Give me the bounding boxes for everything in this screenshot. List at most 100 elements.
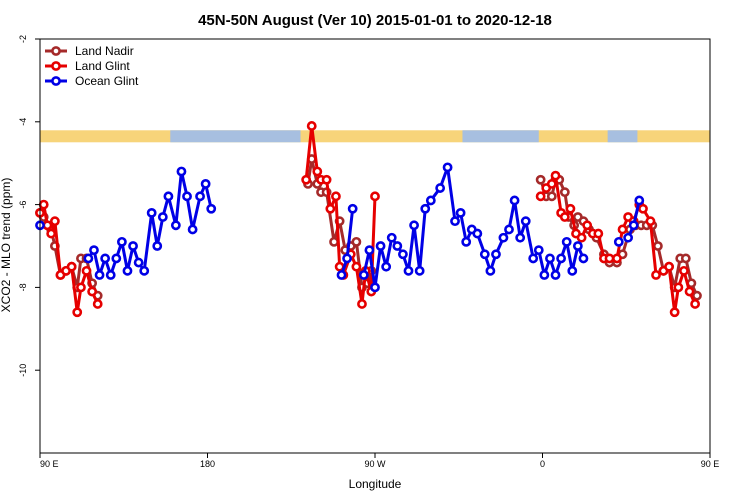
data-point: [515, 232, 526, 243]
data-point: [414, 265, 425, 276]
data-point: [49, 216, 60, 227]
data-point: [301, 174, 312, 185]
data-point: [593, 228, 604, 239]
data-point: [398, 249, 408, 260]
x-tick-label: 90 W: [364, 459, 386, 469]
data-point: [364, 245, 375, 256]
data-point: [321, 174, 332, 185]
data-point: [128, 241, 138, 251]
data-point: [539, 270, 550, 280]
data-point: [652, 241, 663, 251]
data-point: [206, 203, 217, 214]
data-point: [116, 236, 127, 247]
data-point: [425, 195, 436, 206]
data-point: [572, 241, 583, 251]
data-point: [42, 220, 53, 231]
data-point: [386, 232, 397, 243]
x-tick-label: 90 E: [40, 459, 59, 469]
data-point: [182, 191, 192, 202]
data-point: [651, 270, 661, 280]
data-point: [176, 166, 187, 177]
data-point: [491, 249, 501, 260]
data-point: [152, 241, 163, 251]
data-point: [111, 253, 122, 264]
data-point: [357, 299, 367, 309]
data-point: [690, 299, 701, 309]
data-point: [567, 265, 578, 276]
data-point: [498, 232, 509, 243]
data-point: [485, 265, 496, 276]
land-ocean-mask: [40, 130, 710, 143]
data-point: [504, 224, 514, 235]
data-point: [336, 270, 347, 280]
data-point: [455, 207, 466, 218]
ocean-band-1: [462, 130, 539, 143]
data-point: [528, 253, 539, 264]
legend-marker: [51, 76, 61, 86]
data-point: [576, 232, 587, 243]
data-point: [565, 203, 576, 214]
data-point: [546, 178, 557, 189]
data-point: [623, 232, 634, 243]
ocean-band-0: [170, 130, 301, 143]
data-point: [559, 212, 570, 222]
data-point: [692, 290, 702, 301]
data-point: [94, 270, 105, 280]
data-point: [170, 220, 181, 231]
data-point: [638, 203, 648, 214]
data-point: [604, 253, 615, 264]
x-axis: 90 E 180 90 W 0 90 E: [39, 453, 719, 469]
data-point: [545, 253, 555, 264]
data-point: [139, 265, 150, 276]
data-point: [450, 216, 460, 227]
data-point: [163, 191, 174, 202]
x-tick-label: 180: [200, 459, 215, 469]
data-point: [684, 286, 695, 297]
data-point: [306, 121, 317, 131]
data-point: [329, 236, 339, 247]
data-point: [342, 253, 352, 264]
data-point: [556, 253, 567, 264]
data-point: [331, 191, 341, 202]
data-point: [370, 191, 380, 202]
y-tick-label: -6: [18, 201, 28, 209]
data-point: [146, 207, 157, 218]
series-line: [87, 169, 213, 277]
data-point: [435, 183, 446, 193]
data-point: [550, 170, 561, 181]
data-point: [403, 265, 414, 276]
data-point: [157, 212, 168, 222]
data-point: [375, 241, 386, 251]
data-point: [92, 299, 103, 309]
data-point: [664, 261, 674, 272]
data-point: [187, 224, 198, 235]
data-point: [559, 187, 570, 198]
data-point: [679, 265, 689, 276]
data-point: [46, 228, 57, 239]
legend-label: Land Glint: [75, 59, 130, 73]
legend-label: Ocean Glint: [75, 74, 139, 88]
ocean-band-2: [607, 130, 638, 143]
x-axis-label: Longitude: [349, 477, 402, 491]
data-point: [617, 224, 628, 235]
y-tick-label: -2: [18, 35, 28, 43]
series-ocean-glint: [35, 162, 645, 293]
data-point: [520, 216, 531, 227]
data-point: [669, 307, 680, 318]
data-point: [325, 203, 336, 214]
data-point: [312, 166, 323, 177]
data-point: [200, 178, 211, 189]
data-point: [100, 253, 111, 264]
plot-frame: [39, 38, 711, 454]
legend-marker: [51, 46, 61, 56]
data-point: [461, 236, 472, 247]
data-point: [133, 257, 144, 268]
data-point: [89, 245, 99, 256]
data-point: [673, 282, 684, 293]
data-point: [533, 245, 544, 256]
data-point: [578, 253, 589, 264]
y-tick-label: -4: [18, 118, 28, 126]
data-point: [582, 220, 593, 231]
